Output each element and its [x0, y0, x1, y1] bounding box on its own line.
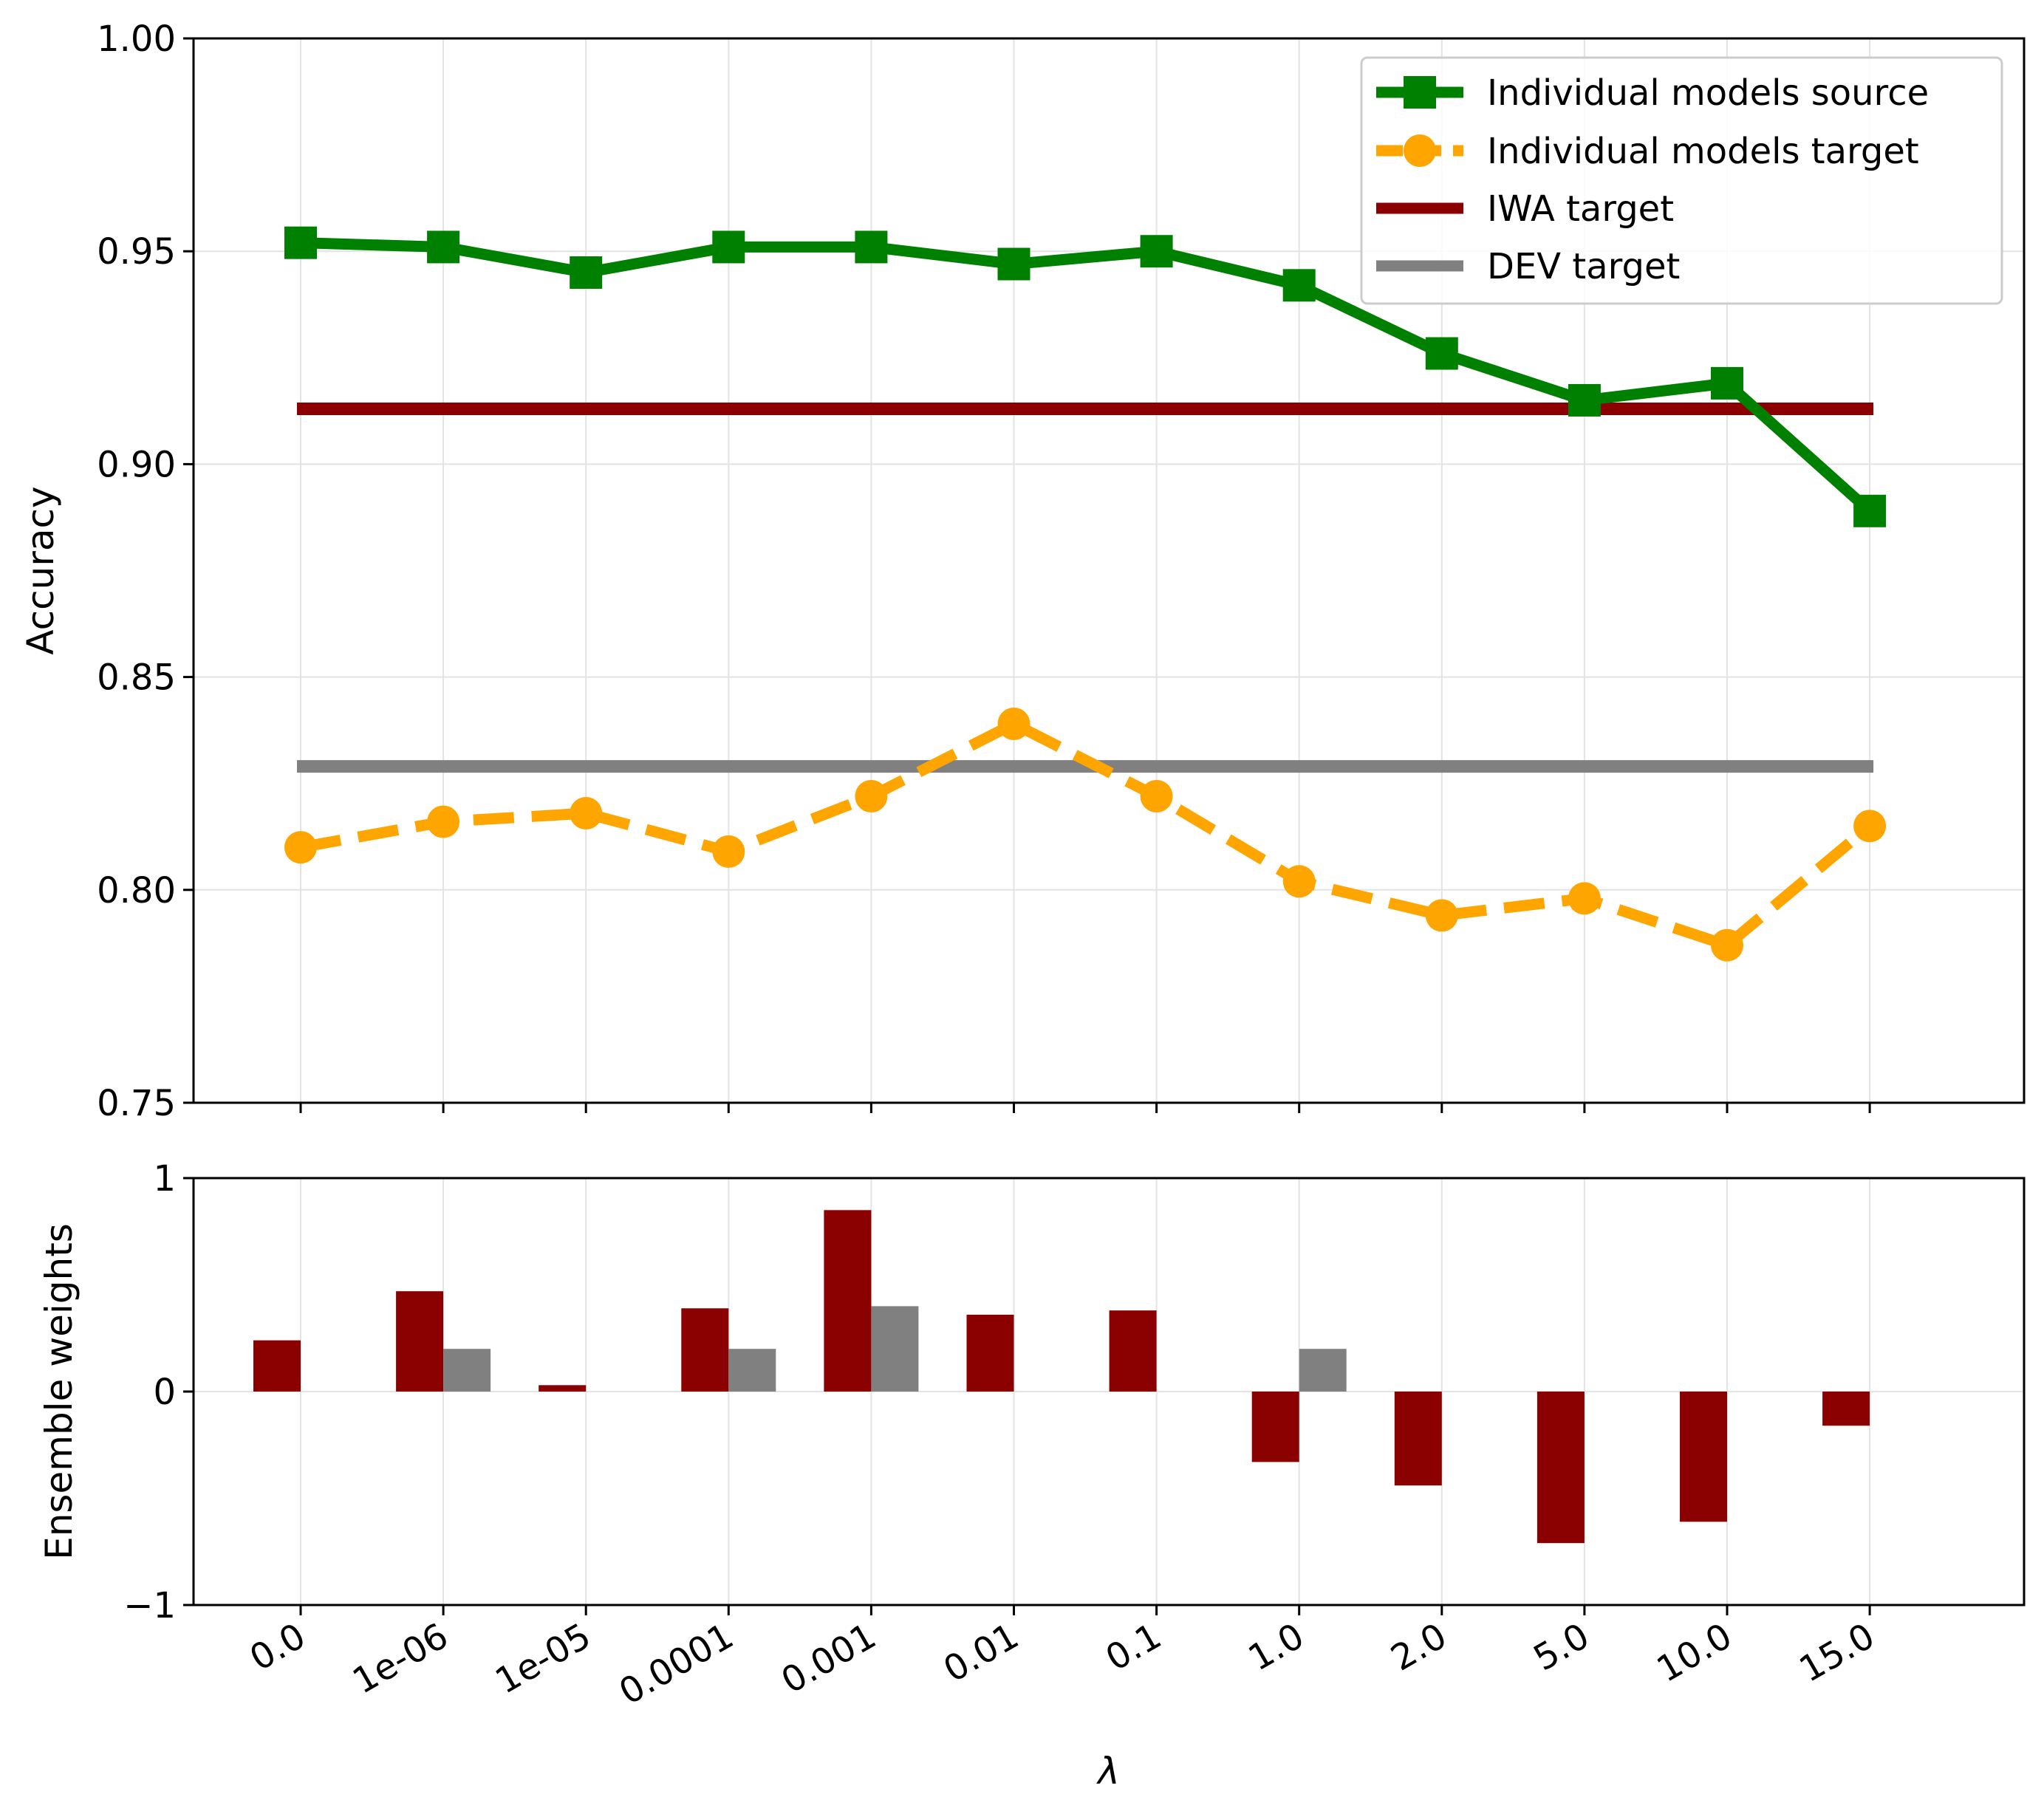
- x-tick-label: 15.0: [1793, 1615, 1882, 1691]
- iwa-weight-bar: [966, 1314, 1014, 1392]
- iwa-weight-bar: [1822, 1392, 1870, 1426]
- source-point: [570, 256, 603, 290]
- iwa-weight-bar: [539, 1385, 587, 1392]
- source-point: [427, 230, 460, 264]
- y-tick-label: −1: [123, 1585, 176, 1626]
- target-point: [427, 805, 460, 838]
- target-point: [570, 797, 603, 830]
- iwa-weight-bar: [253, 1340, 301, 1392]
- target-point: [1425, 899, 1458, 932]
- target-point: [284, 831, 317, 864]
- iwa-weight-bar: [1537, 1392, 1585, 1544]
- source-point: [1282, 269, 1316, 302]
- y-tick-label: 0.90: [97, 444, 176, 485]
- x-axis-title: λ: [1096, 1750, 1120, 1793]
- x-tick-label: 0.1: [1098, 1615, 1168, 1680]
- y-tick-label: 0.80: [97, 870, 176, 911]
- target-point: [1853, 810, 1887, 843]
- x-tick-label: 0.0: [243, 1615, 312, 1680]
- y-tick-label: 0.75: [97, 1083, 176, 1124]
- iwa-weight-bar: [1680, 1392, 1727, 1522]
- source-point: [1853, 494, 1887, 527]
- target-point: [1568, 882, 1601, 915]
- source-point: [997, 247, 1030, 281]
- bottom-ylabel: Ensemble weights: [38, 1223, 81, 1560]
- legend-source-marker: [1404, 76, 1436, 109]
- source-point: [284, 226, 317, 259]
- x-tick-label: 0.0001: [612, 1615, 740, 1713]
- top-ylabel: Accuracy: [19, 486, 62, 654]
- dev-weight-bar: [1299, 1349, 1347, 1392]
- x-tick-label: 1.0: [1242, 1615, 1311, 1680]
- iwa-weight-bar: [824, 1210, 872, 1392]
- y-tick-label: 1.00: [97, 18, 176, 60]
- top-axes-frame: [192, 37, 2026, 1104]
- y-tick-label: 1: [153, 1158, 176, 1200]
- x-tick-label: 5.0: [1527, 1615, 1596, 1680]
- legend-entry-label: IWA target: [1487, 188, 1674, 230]
- source-point: [1140, 235, 1173, 268]
- target-point: [1140, 779, 1173, 812]
- dev-weight-bar: [871, 1306, 919, 1392]
- dev-weight-bar: [728, 1349, 776, 1392]
- legend-box: [1360, 56, 2003, 305]
- dev-weight-bar: [443, 1349, 491, 1392]
- target-series-line: [299, 718, 1873, 951]
- target-point: [712, 835, 745, 868]
- x-tick-label: 1e-06: [346, 1615, 455, 1703]
- source-series-line: [300, 237, 1874, 516]
- x-tick-label: 0.001: [774, 1615, 883, 1702]
- target-point: [1282, 865, 1316, 898]
- x-tick-label: 0.01: [937, 1615, 1026, 1691]
- x-tick-label: 10.0: [1650, 1615, 1739, 1691]
- legend-target-marker: [1404, 134, 1436, 167]
- x-tick-label: 2.0: [1384, 1615, 1454, 1680]
- iwa-weight-bar: [1109, 1310, 1157, 1392]
- y-tick-label: 0.95: [97, 231, 176, 273]
- iwa-weight-bar: [396, 1291, 444, 1392]
- source-point: [712, 230, 745, 264]
- legend-entry-label: Individual models source: [1487, 72, 1929, 114]
- source-point: [1568, 383, 1601, 417]
- target-point: [1711, 928, 1743, 962]
- target-point: [997, 708, 1030, 741]
- legend-entry-label: Individual models target: [1487, 131, 1919, 172]
- source-point: [855, 230, 888, 264]
- legend-entry-label: DEV target: [1487, 246, 1680, 287]
- iwa-weight-bar: [1394, 1392, 1442, 1486]
- iwa-weight-bar: [1251, 1392, 1299, 1462]
- source-point: [1425, 337, 1458, 370]
- x-tick-label: 1e-05: [488, 1615, 598, 1703]
- iwa-weight-bar: [681, 1308, 729, 1392]
- y-tick-label: 0: [153, 1372, 176, 1413]
- target-point: [855, 779, 888, 812]
- source-point: [1711, 366, 1743, 400]
- y-tick-label: 0.85: [97, 657, 176, 699]
